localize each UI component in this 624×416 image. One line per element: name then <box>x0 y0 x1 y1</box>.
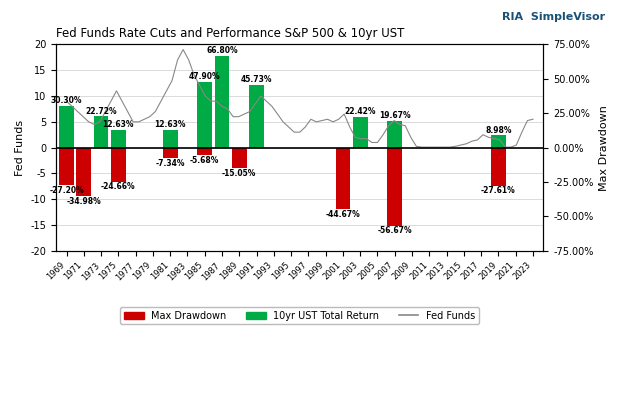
Text: 30.30%: 30.30% <box>51 96 82 105</box>
Text: -7.34%: -7.34% <box>155 158 185 168</box>
Bar <box>163 148 177 158</box>
Text: -27.61%: -27.61% <box>481 186 516 196</box>
Bar <box>388 121 402 148</box>
Bar <box>59 106 74 148</box>
Bar <box>197 148 212 156</box>
Text: 22.72%: 22.72% <box>85 106 117 116</box>
Bar <box>77 148 91 196</box>
Bar <box>336 148 350 209</box>
Text: -5.68%: -5.68% <box>190 156 220 165</box>
Text: 8.98%: 8.98% <box>485 126 512 134</box>
Bar <box>215 56 230 148</box>
Bar <box>249 85 264 148</box>
Bar <box>111 148 125 181</box>
Bar <box>388 148 402 225</box>
Bar <box>491 148 506 186</box>
Text: 19.67%: 19.67% <box>379 111 411 120</box>
Bar <box>232 148 246 168</box>
Text: 12.63%: 12.63% <box>102 121 134 129</box>
Text: RIA  SimpleVisor: RIA SimpleVisor <box>502 12 605 22</box>
Bar <box>163 130 177 148</box>
Text: -15.05%: -15.05% <box>222 169 256 178</box>
Text: 66.80%: 66.80% <box>206 46 238 55</box>
Bar <box>353 117 368 148</box>
Text: -34.98%: -34.98% <box>66 196 101 206</box>
Bar <box>94 116 109 148</box>
Bar <box>111 130 125 148</box>
Text: -44.67%: -44.67% <box>326 210 360 219</box>
Bar <box>197 82 212 148</box>
Text: Fed Funds Rate Cuts and Performance S&P 500 & 10yr UST: Fed Funds Rate Cuts and Performance S&P … <box>56 27 404 40</box>
Text: -56.67%: -56.67% <box>378 226 412 235</box>
Y-axis label: Max Drawdown: Max Drawdown <box>599 105 609 191</box>
Text: -27.20%: -27.20% <box>49 186 84 195</box>
Text: -24.66%: -24.66% <box>101 182 135 191</box>
Bar <box>59 148 74 185</box>
Text: 45.73%: 45.73% <box>241 75 272 84</box>
Y-axis label: Fed Funds: Fed Funds <box>15 119 25 176</box>
Text: 12.63%: 12.63% <box>154 121 186 129</box>
Bar <box>491 135 506 148</box>
Text: 22.42%: 22.42% <box>344 107 376 116</box>
Legend: Max Drawdown, 10yr UST Total Return, Fed Funds: Max Drawdown, 10yr UST Total Return, Fed… <box>120 307 479 324</box>
Text: 47.90%: 47.90% <box>189 72 220 81</box>
